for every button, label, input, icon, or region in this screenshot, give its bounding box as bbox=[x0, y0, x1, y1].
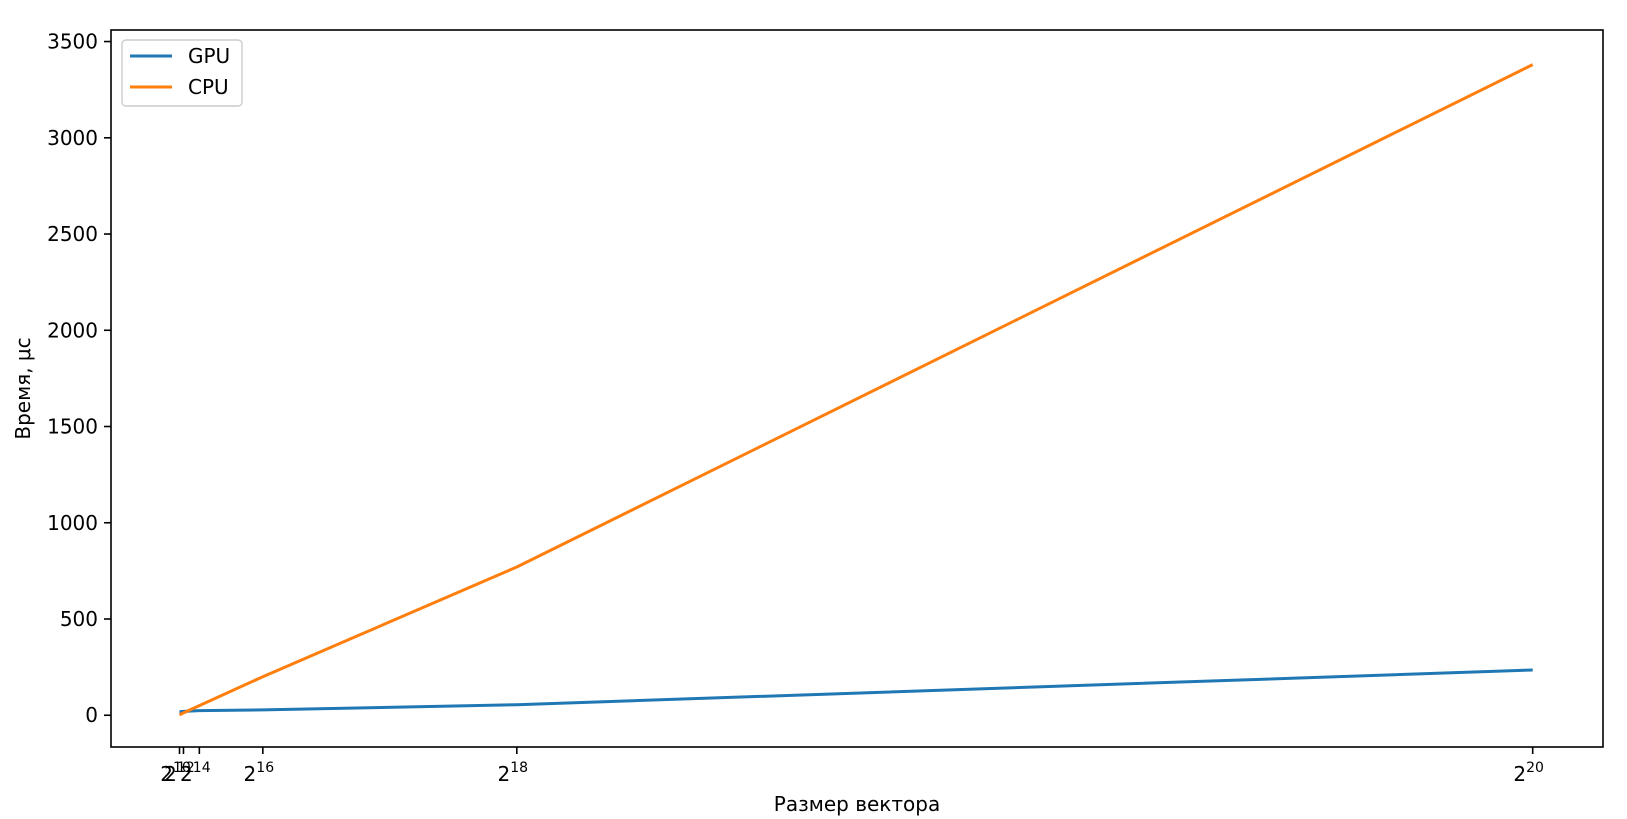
x-tick-label: 220 bbox=[1513, 760, 1544, 786]
legend-label-gpu: GPU bbox=[188, 44, 230, 68]
y-axis: 0 500 1000 1500 2000 2500 3000 3500 bbox=[47, 30, 111, 727]
plot-marks bbox=[178, 63, 1534, 717]
series-line-cpu bbox=[178, 63, 1534, 717]
legend: GPU CPU bbox=[121, 39, 243, 107]
x-tick-label: 218 bbox=[498, 760, 529, 786]
plot-frame bbox=[110, 29, 1604, 748]
legend-label-cpu: CPU bbox=[188, 75, 229, 99]
x-tick-label: 216 bbox=[244, 760, 275, 786]
y-tick-label: 2000 bbox=[47, 318, 98, 342]
y-tick-label: 500 bbox=[60, 607, 98, 631]
y-tick-label: 2500 bbox=[47, 222, 98, 246]
y-tick-label: 3000 bbox=[47, 126, 98, 150]
x-tick-label: 212 bbox=[164, 760, 195, 786]
series-line-gpu bbox=[179, 668, 1533, 714]
x-tick-label: 210 bbox=[160, 760, 191, 786]
x-axis-title: Размер вектора bbox=[774, 792, 940, 816]
y-tick-label: 1500 bbox=[47, 415, 98, 439]
y-tick-label: 3500 bbox=[47, 30, 98, 54]
x-tick-label: 214 bbox=[180, 760, 211, 786]
y-tick-label: 1000 bbox=[47, 511, 98, 535]
y-tick-label: 0 bbox=[85, 703, 98, 727]
y-axis-title: Время, μс bbox=[11, 337, 35, 439]
